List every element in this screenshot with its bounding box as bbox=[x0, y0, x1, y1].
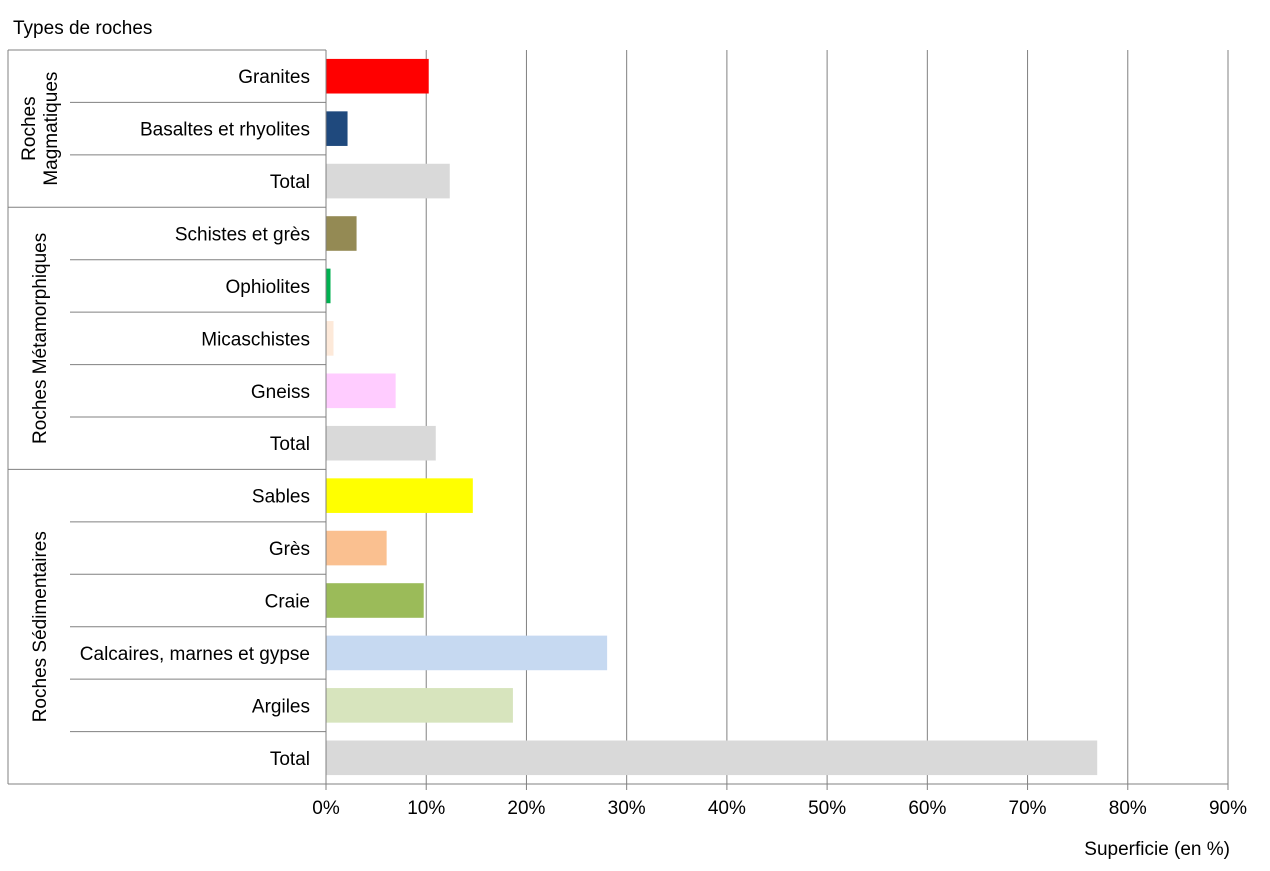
bar-basaltes-et-rhyolites bbox=[326, 111, 348, 146]
category-label: Total bbox=[270, 172, 310, 193]
x-axis-ticks: 0% 10% 20% 30% 40% 50% 60% 70% 80% 90% bbox=[312, 784, 1247, 819]
x-tick-label: 60% bbox=[908, 798, 946, 819]
group-label: Roches bbox=[19, 96, 40, 160]
bar-micaschistes bbox=[326, 321, 334, 356]
category-label: Basaltes et rhyolites bbox=[140, 120, 310, 141]
bar-gr-s bbox=[326, 530, 387, 566]
bar-total bbox=[326, 163, 450, 199]
bar-schistes-et-gr-s bbox=[326, 216, 357, 251]
bar-granites bbox=[326, 58, 429, 94]
x-tick-label: 30% bbox=[608, 798, 646, 819]
x-tick-label: 80% bbox=[1109, 798, 1147, 819]
bar-total bbox=[326, 425, 436, 461]
category-label: Granites bbox=[238, 67, 310, 88]
bars bbox=[326, 58, 1098, 776]
bar-gneiss bbox=[326, 373, 396, 409]
category-label: Gneiss bbox=[251, 382, 310, 403]
category-axis-title: Types de roches bbox=[13, 18, 152, 39]
bar-ophiolites bbox=[326, 268, 331, 304]
group-label: Roches Métamorphiques bbox=[30, 233, 51, 444]
bar-calcaires-marnes-et-gypse bbox=[326, 635, 608, 671]
x-tick-label: 40% bbox=[708, 798, 746, 819]
category-label: Total bbox=[270, 749, 310, 770]
category-label: Craie bbox=[265, 592, 310, 613]
x-axis-title: Superficie (en %) bbox=[1084, 839, 1230, 860]
x-tick-label: 70% bbox=[1009, 798, 1047, 819]
category-label: Ophiolites bbox=[226, 277, 311, 298]
group-labels: Roches Magmatiques Roches Métamorphiques Ro… bbox=[19, 72, 62, 723]
bar-argiles bbox=[326, 688, 513, 723]
category-label: Grès bbox=[269, 539, 310, 560]
category-label: Sables bbox=[252, 487, 310, 508]
group-label: Roches Sédimentaires bbox=[30, 531, 51, 722]
category-label: Micaschistes bbox=[201, 329, 310, 350]
bar-craie bbox=[326, 583, 424, 618]
category-label: Calcaires, marnes et gypse bbox=[80, 644, 310, 665]
x-tick-label: 0% bbox=[312, 798, 340, 819]
bar-sables bbox=[326, 478, 473, 513]
x-tick-label: 90% bbox=[1209, 798, 1247, 819]
category-label: Schistes et grès bbox=[175, 225, 310, 246]
x-tick-label: 20% bbox=[507, 798, 545, 819]
category-label: Argiles bbox=[252, 696, 310, 717]
x-tick-label: 10% bbox=[407, 798, 445, 819]
gridlines bbox=[325, 50, 1229, 784]
x-tick-label: 50% bbox=[808, 798, 846, 819]
category-labels: Granites Basaltes et rhyolites Total Schist… bbox=[80, 67, 310, 770]
category-label: Total bbox=[270, 434, 310, 455]
group-label: Magmatiques bbox=[41, 72, 62, 186]
category-table bbox=[7, 49, 1228, 785]
bar-total bbox=[326, 740, 1098, 776]
